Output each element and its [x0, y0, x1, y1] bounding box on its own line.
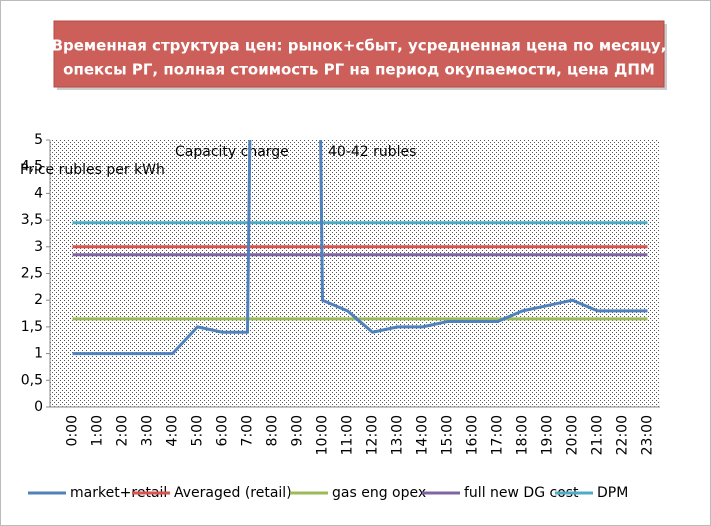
x-tick-label: 16:00	[465, 415, 481, 455]
plot-lines	[72, 140, 648, 356]
legend-label: Averaged (retail)	[174, 485, 292, 501]
x-tick-label: 8:00	[265, 415, 281, 446]
x-tick-label: 21:00	[590, 415, 606, 455]
y-tick-label: 4	[34, 185, 43, 201]
annotation: 40-42 rubles	[328, 144, 416, 160]
x-tick-label: 9:00	[290, 415, 306, 446]
y-tick-label: 2	[34, 292, 43, 308]
legend-label: gas eng opex	[332, 485, 426, 501]
annotation: Capacity charge	[175, 144, 289, 160]
legend-label: DPM	[597, 485, 628, 501]
x-tick-label: 3:00	[140, 415, 156, 446]
x-tick-label: 6:00	[215, 415, 231, 446]
x-tick-label: 11:00	[340, 415, 356, 455]
y-tick-label: 1	[34, 346, 43, 362]
x-tick-label: 17:00	[490, 415, 506, 455]
plot-area	[50, 140, 660, 407]
legend-label: full new DG cost	[464, 485, 579, 501]
x-tick-label: 1:00	[90, 415, 106, 446]
x-tick-label: 22:00	[615, 415, 631, 455]
x-tick-label: 4:00	[165, 415, 181, 446]
y-tick-label: 1,5	[21, 319, 43, 335]
y-tick-label: 4,5	[21, 159, 43, 175]
title-box	[53, 20, 665, 88]
x-tick-label: 19:00	[540, 415, 556, 455]
x-tick-label: 18:00	[515, 415, 531, 455]
x-tick-label: 7:00	[240, 415, 256, 446]
x-tick-label: 13:00	[390, 415, 406, 455]
chart-title: опексы РГ, полная стоимость РГ на период…	[63, 61, 655, 79]
y-tick-label: 0	[34, 399, 43, 415]
series-line	[72, 140, 648, 356]
y-axis-label: Price rubles per kWh	[20, 162, 165, 178]
y-tick-label: 3,5	[21, 212, 43, 228]
y-tick-label: 3	[34, 239, 43, 255]
x-tick-label: 2:00	[115, 415, 131, 446]
x-tick-label: 10:00	[315, 415, 331, 455]
y-tick-label: 2,5	[21, 266, 43, 282]
x-tick-label: 5:00	[190, 415, 206, 446]
x-tick-label: 14:00	[415, 415, 431, 455]
y-tick-label: 0,5	[21, 372, 43, 388]
x-tick-label: 23:00	[640, 415, 656, 455]
chart-title: Временная структура цен: рынок+сбыт, уср…	[52, 37, 667, 55]
legend-label: market+retail	[70, 485, 167, 501]
x-tick-label: 20:00	[565, 415, 581, 455]
x-tick-label: 12:00	[365, 415, 381, 455]
x-tick-label: 15:00	[440, 415, 456, 455]
y-tick-label: 5	[34, 132, 43, 148]
x-tick-label: 0:00	[65, 415, 81, 446]
